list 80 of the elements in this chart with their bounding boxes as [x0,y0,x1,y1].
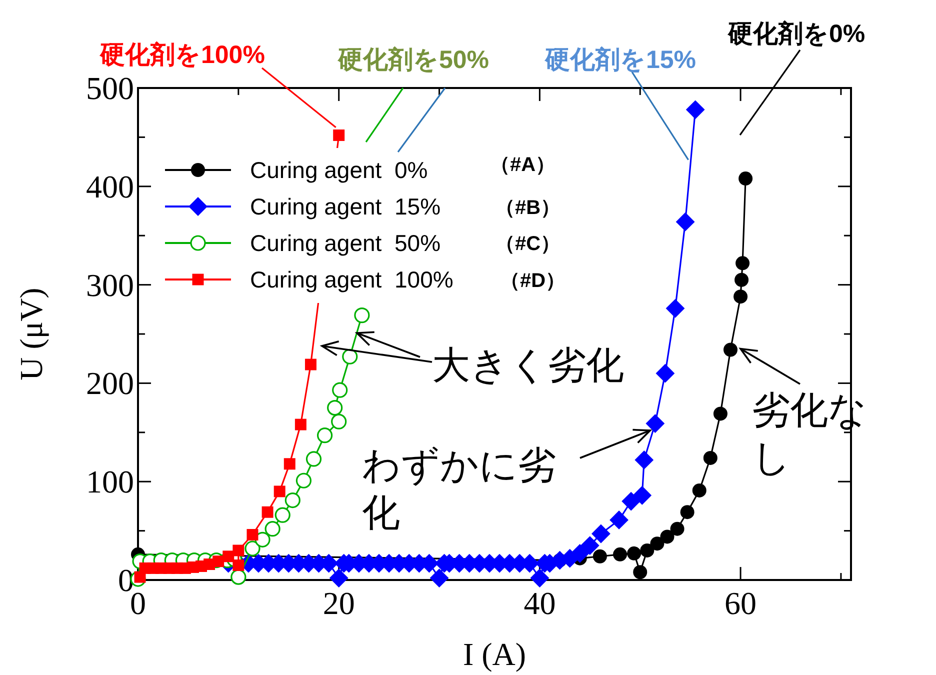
point [329,568,348,588]
point [232,560,244,571]
point [610,510,628,530]
point [262,506,274,518]
y-tick-label: 300 [86,266,134,303]
point [332,382,348,398]
point [294,418,306,430]
point [703,450,718,465]
y-tick-label: 400 [86,168,134,204]
point [634,450,654,470]
point [331,414,347,430]
point [274,507,290,523]
annotation: （#A） [490,154,556,176]
point [284,492,300,508]
point [274,486,286,498]
y-axis-title: U (μV) [13,288,49,380]
point [304,358,316,370]
point [232,544,244,556]
point [632,486,652,505]
point [627,546,642,560]
point [592,549,607,564]
point [230,569,246,585]
point [306,451,322,467]
point [570,544,590,563]
x-axis-title: I (A) [462,636,526,672]
point [692,483,706,498]
point [264,521,280,537]
legend-label: Curing agent 100% [250,266,454,292]
point [680,505,694,520]
text: 硬化剤を0% [727,20,866,48]
point [296,472,312,488]
point [633,565,648,580]
point [246,528,258,540]
point [244,540,260,556]
point [738,172,753,186]
annotation: （#B） [495,197,561,219]
point [734,290,748,304]
point [686,100,705,120]
point [580,536,600,556]
annotation: 硬化剤を15% [544,46,696,74]
point [670,522,684,536]
point [723,342,738,357]
annotation: （#C） [495,233,561,255]
point [676,212,695,232]
point [327,400,343,416]
point [316,428,333,444]
annotation: （#D） [500,270,566,292]
point [646,414,665,433]
legend-label: Curing agent 50% [250,230,441,256]
x-tick-label: 20 [322,585,355,621]
y-tick-label: 500 [86,70,134,106]
point [530,568,550,588]
y-tick-label: 200 [86,365,134,402]
point [736,256,750,270]
point [354,308,370,324]
point [284,458,296,470]
point [613,547,628,562]
point [650,536,664,551]
point [592,524,610,544]
text: 硬化剤を50% [337,46,490,74]
annotation: わずかに劣化 [362,445,556,534]
point [622,492,641,511]
annotation: 大きく劣化 [432,345,624,387]
annotation: 硬化剤を100% [99,41,265,69]
point [333,129,345,141]
point [734,272,749,287]
point [656,364,675,383]
point [713,406,728,421]
legend-label: Curing agent 0% [250,157,428,183]
point [640,543,654,558]
point [666,298,685,318]
point [342,348,358,364]
y-tick-label: 100 [86,464,134,500]
point [430,568,449,588]
point [660,530,674,544]
x-tick-label: 40 [524,585,556,621]
x-tick-label: 60 [724,585,757,621]
legend-label: Curing agent 15% [250,194,441,220]
point [254,532,270,548]
point [222,550,234,562]
